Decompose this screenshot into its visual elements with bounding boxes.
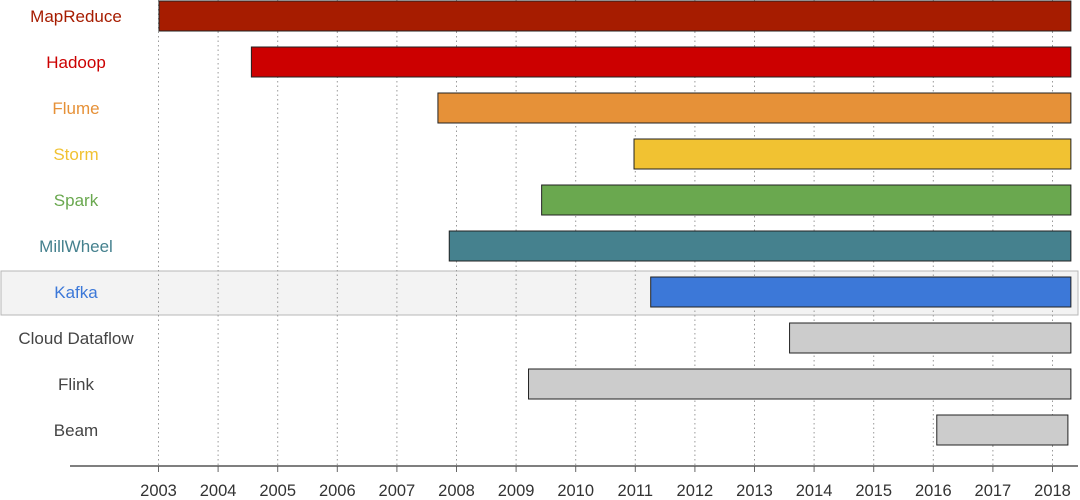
- bar-kafka: [650, 276, 1072, 308]
- row-label-millwheel: MillWheel: [39, 237, 113, 256]
- x-tick-label-2016: 2016: [915, 482, 952, 500]
- bar-flink: [528, 368, 1072, 400]
- x-tick-label-2004: 2004: [200, 482, 237, 500]
- row-label-storm: Storm: [53, 145, 98, 164]
- bar-millwheel: [448, 230, 1072, 262]
- row-label-hadoop: Hadoop: [46, 53, 106, 72]
- row-label-flink: Flink: [58, 375, 94, 394]
- x-tick-label-2009: 2009: [498, 482, 535, 500]
- x-tick-label-2005: 2005: [259, 482, 296, 500]
- row-label-mapreduce: MapReduce: [30, 7, 122, 26]
- x-tick-label-2012: 2012: [677, 482, 714, 500]
- bar-flume: [437, 92, 1072, 124]
- row-label-kafka: Kafka: [54, 283, 98, 302]
- x-tick-label-2007: 2007: [379, 482, 416, 500]
- bar-storm: [633, 138, 1072, 170]
- x-tick-label-2014: 2014: [796, 482, 833, 500]
- x-tick-label-2006: 2006: [319, 482, 356, 500]
- bar-hadoop: [250, 46, 1072, 78]
- row-label-cloud-dataflow: Cloud Dataflow: [18, 329, 134, 348]
- x-tick-label-2017: 2017: [975, 482, 1012, 500]
- x-tick-label-2003: 2003: [140, 482, 177, 500]
- bar-spark: [541, 184, 1072, 216]
- x-tick-label-2015: 2015: [855, 482, 892, 500]
- x-tick-label-2018: 2018: [1034, 482, 1071, 500]
- x-tick-label-2013: 2013: [736, 482, 773, 500]
- x-tick-label-2010: 2010: [557, 482, 594, 500]
- x-tick-label-2011: 2011: [618, 482, 653, 500]
- row-label-flume: Flume: [52, 99, 99, 118]
- bar-mapreduce: [158, 0, 1072, 32]
- row-label-beam: Beam: [54, 421, 98, 440]
- bar-cloud-dataflow: [789, 322, 1072, 354]
- bar-beam: [936, 414, 1069, 446]
- x-tick-label-2008: 2008: [438, 482, 475, 500]
- row-label-spark: Spark: [54, 191, 99, 210]
